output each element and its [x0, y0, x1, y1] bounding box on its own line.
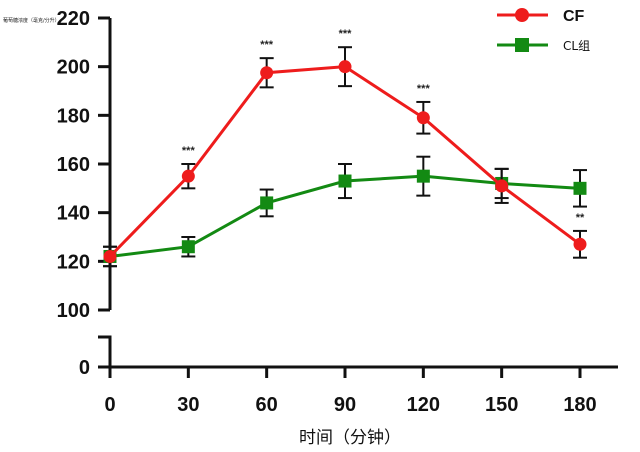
legend-cl-marker [515, 38, 529, 52]
data-point [338, 60, 352, 74]
data-point [181, 240, 195, 254]
data-point [181, 169, 195, 183]
y-tick-label: 100 [57, 300, 90, 322]
significance-label: *** [182, 145, 196, 157]
y-tick-label: 180 [57, 105, 90, 127]
y-tick-label: 120 [57, 251, 90, 273]
x-tick-label: 0 [104, 394, 115, 416]
data-point [495, 179, 509, 193]
data-point [260, 66, 274, 80]
x-tick-label: 90 [334, 394, 356, 416]
y-axis-title: 葡萄糖浓度（毫克/分升） [3, 17, 60, 24]
significance-label: *** [339, 28, 353, 40]
x-tick-label: 120 [407, 394, 440, 416]
series-cf [103, 46, 587, 268]
data-point [260, 196, 274, 210]
data-point [338, 174, 352, 188]
series-cl [103, 155, 587, 268]
series-layer [103, 46, 587, 268]
data-point [573, 181, 587, 195]
x-tick-label: 30 [177, 394, 199, 416]
legend-cl-label: CL组 [563, 39, 590, 53]
data-point [573, 237, 587, 251]
data-point [416, 169, 430, 183]
legend-cf-marker [515, 8, 529, 22]
axes: 0 100 120 140 160 180 200 220 0 30 60 90 120 150 180 [57, 8, 618, 416]
y-tick-label: 220 [57, 8, 90, 30]
x-axis-title: 时间（分钟） [299, 428, 401, 448]
significance-annotations: ************** [182, 28, 585, 224]
legend: CF CL组 [497, 8, 590, 53]
significance-label: *** [417, 83, 431, 95]
series-line [108, 65, 581, 258]
significance-label: *** [260, 39, 274, 51]
data-point [416, 111, 430, 125]
x-tick-label: 60 [256, 394, 278, 416]
y-tick-label: 140 [57, 203, 90, 225]
legend-cf-label: CF [563, 8, 585, 25]
y-tick-label: 0 [79, 357, 90, 379]
y-tick-label: 160 [57, 154, 90, 176]
y-tick-label: 200 [57, 57, 90, 79]
x-tick-label: 150 [485, 394, 518, 416]
data-point [103, 249, 117, 263]
x-tick-label: 180 [563, 394, 596, 416]
significance-label: ** [576, 212, 585, 224]
